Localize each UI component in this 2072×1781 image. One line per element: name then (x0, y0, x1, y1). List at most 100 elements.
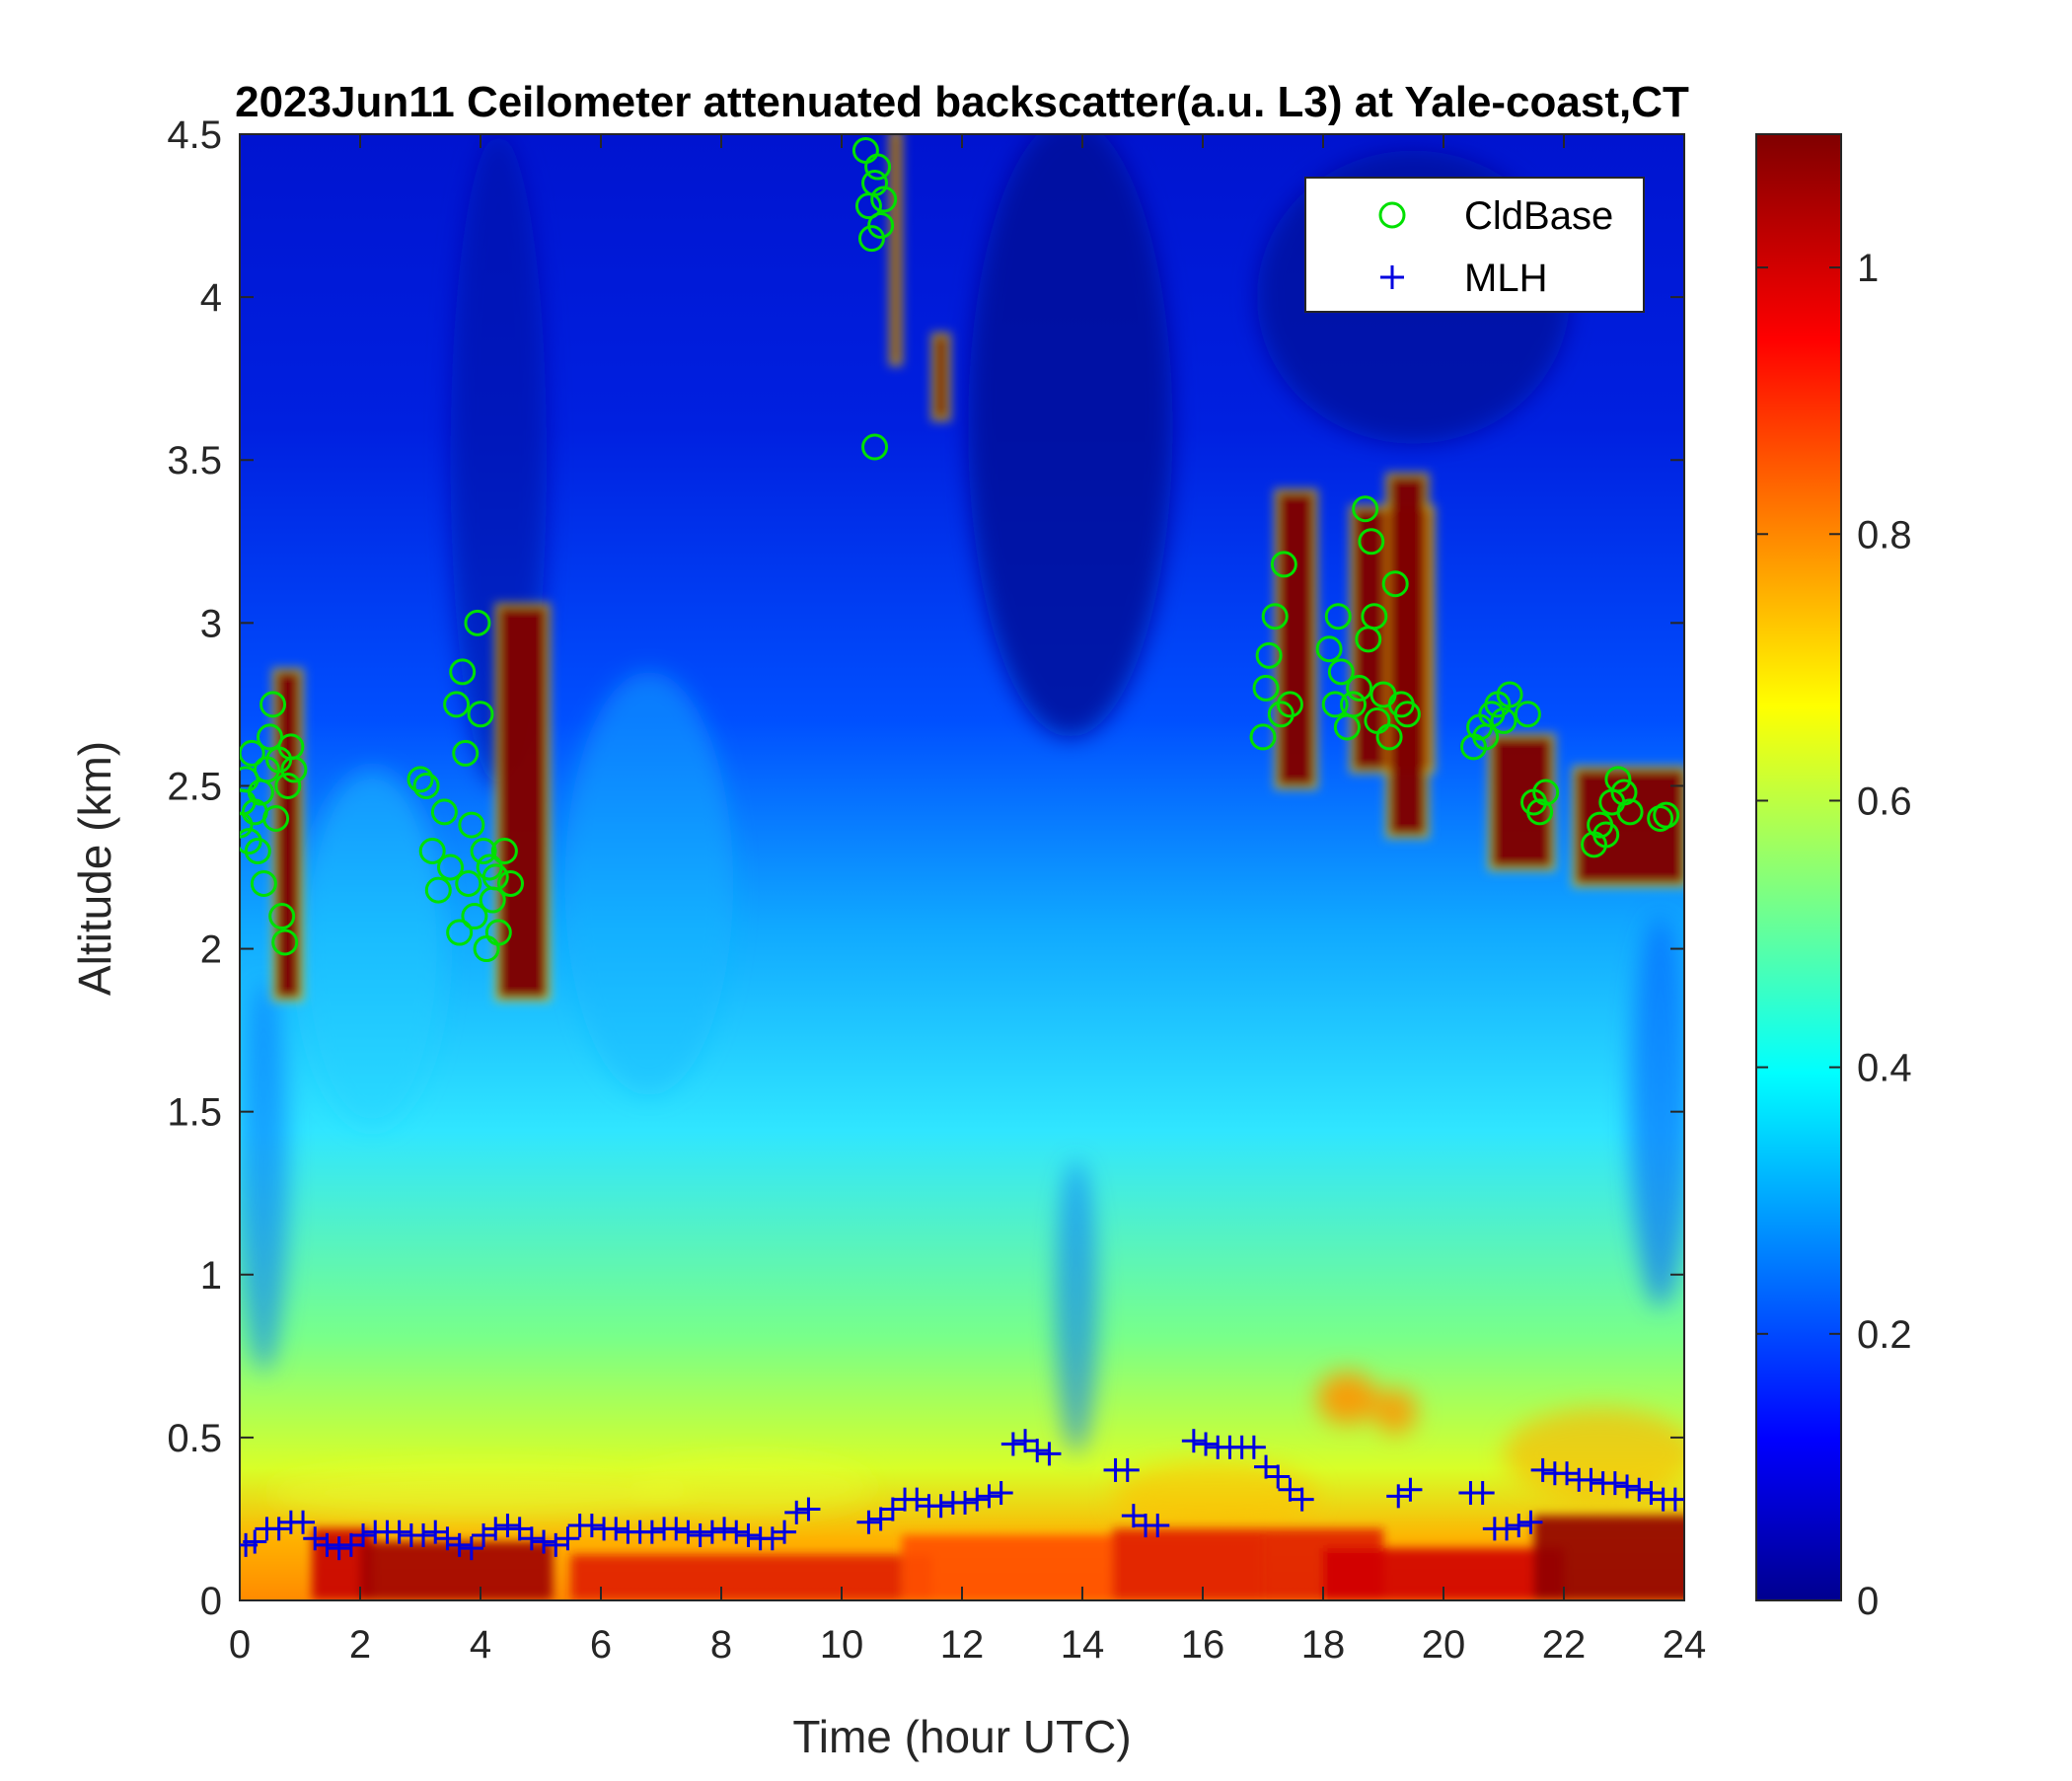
mlh-point (868, 1507, 893, 1531)
mlh-point (856, 1510, 881, 1534)
backscatter-region (630, 1456, 872, 1517)
mlh-point (1627, 1477, 1652, 1502)
y-tick-label: 2 (200, 928, 222, 972)
cldbase-point (430, 798, 458, 826)
mlh-point (1266, 1464, 1291, 1489)
cldbase-point (446, 919, 474, 946)
cldbase-point (1324, 603, 1352, 631)
cldbase-point (455, 870, 482, 898)
mlh-point (905, 1487, 929, 1512)
x-axis-label: Time (hour UTC) (792, 1711, 1131, 1762)
colorbar-tick-label: 1 (1857, 247, 1879, 290)
mlh-point (1555, 1461, 1580, 1486)
x-tick-label: 10 (820, 1623, 864, 1667)
cldbase-point (259, 691, 287, 718)
cldbase-point (1252, 674, 1280, 702)
x-tick-label: 16 (1181, 1623, 1225, 1667)
cldbase-point (268, 903, 296, 930)
backscatter-region (300, 769, 445, 1129)
cldbase-point (250, 870, 277, 898)
cldbase-point (1393, 701, 1421, 728)
mlh-point (880, 1497, 905, 1521)
mlh-point (1398, 1477, 1423, 1502)
mlh-point (1495, 1517, 1519, 1541)
mlh-point (1507, 1514, 1531, 1538)
cldbase-point (271, 928, 299, 956)
mlh-point (243, 1529, 267, 1554)
cldbase-point (244, 837, 271, 864)
cloud-base-series (240, 137, 1680, 963)
mlh-point (664, 1517, 689, 1541)
cldbase-point (257, 723, 283, 751)
cldbase-point (1361, 603, 1388, 631)
cldbase-point (464, 609, 491, 636)
cldbase-point (467, 701, 494, 728)
mlh-point (796, 1497, 821, 1521)
y-tick-label: 3 (200, 602, 222, 645)
legend-mlh-label: MLH (1464, 257, 1547, 300)
mlh-point (1254, 1454, 1279, 1479)
mlh-point (604, 1517, 629, 1541)
mlh-point (1146, 1514, 1170, 1538)
x-tick-label: 22 (1542, 1623, 1587, 1667)
colorbar-gradient (1755, 133, 1842, 1601)
x-tick-label: 12 (940, 1623, 985, 1667)
y-tick-label: 1.5 (167, 1091, 222, 1135)
surface-layer (570, 1554, 932, 1600)
cldbase-point (870, 186, 898, 213)
cldbase-point (240, 766, 259, 793)
mlh-point (1194, 1432, 1219, 1456)
cldbase-point (1496, 681, 1523, 708)
mlh-point (1025, 1439, 1050, 1463)
backscatter-region (1055, 1160, 1098, 1454)
mlh-point (977, 1484, 1001, 1509)
mlh-point (928, 1494, 953, 1519)
cldbase-point (1315, 635, 1343, 663)
cldbase-point (470, 837, 497, 864)
backscatter-region (1373, 1388, 1417, 1435)
cldbase-point (240, 739, 265, 767)
cldbase-point (1532, 779, 1560, 806)
mlh-point (700, 1520, 724, 1544)
backscatter-region (1112, 1460, 1317, 1532)
legend-cldbase-label: CldBase (1464, 194, 1613, 238)
mlh-point (1386, 1484, 1411, 1509)
y-axis-label: Altitude (km) (69, 741, 120, 996)
cldbase-point (1261, 603, 1289, 631)
y-tick-label: 4.5 (167, 113, 222, 157)
mlh-point (1000, 1432, 1025, 1456)
mlh-point (1278, 1477, 1302, 1502)
mlh-point (724, 1520, 749, 1544)
mlh-point (327, 1536, 351, 1561)
colorbar-tick-label: 0.8 (1857, 513, 1912, 557)
cldbase-point (1526, 798, 1554, 826)
backscatter-region (1316, 1372, 1377, 1425)
mlh-point (338, 1532, 363, 1557)
y-tick-label: 2.5 (167, 765, 222, 808)
colorbar-tick-label: 0 (1857, 1580, 1879, 1623)
backscatter-region (269, 1466, 692, 1520)
mlh-point (953, 1490, 978, 1515)
cldbase-point (861, 170, 889, 197)
mlh-point (989, 1481, 1013, 1506)
cldbase-point (412, 772, 440, 799)
mlh-point (291, 1510, 316, 1534)
mlh-point (676, 1520, 701, 1544)
x-tick-label: 18 (1301, 1623, 1346, 1667)
mlh-point (1518, 1510, 1543, 1534)
mlh-point (1181, 1429, 1206, 1453)
legend-box (1304, 177, 1645, 313)
cldbase-point (1610, 779, 1638, 806)
mlh-point (965, 1487, 990, 1512)
mlh-point (1615, 1474, 1640, 1499)
cldbase-point (858, 225, 885, 253)
mlh-point (1579, 1467, 1603, 1492)
x-tick-label: 20 (1422, 1623, 1466, 1667)
mlh-point (1241, 1435, 1266, 1459)
cldbase-point (497, 870, 524, 898)
cloud-layer (934, 335, 947, 418)
cldbase-point (864, 153, 892, 181)
mlh-point (266, 1517, 291, 1541)
cldbase-point (274, 772, 302, 799)
